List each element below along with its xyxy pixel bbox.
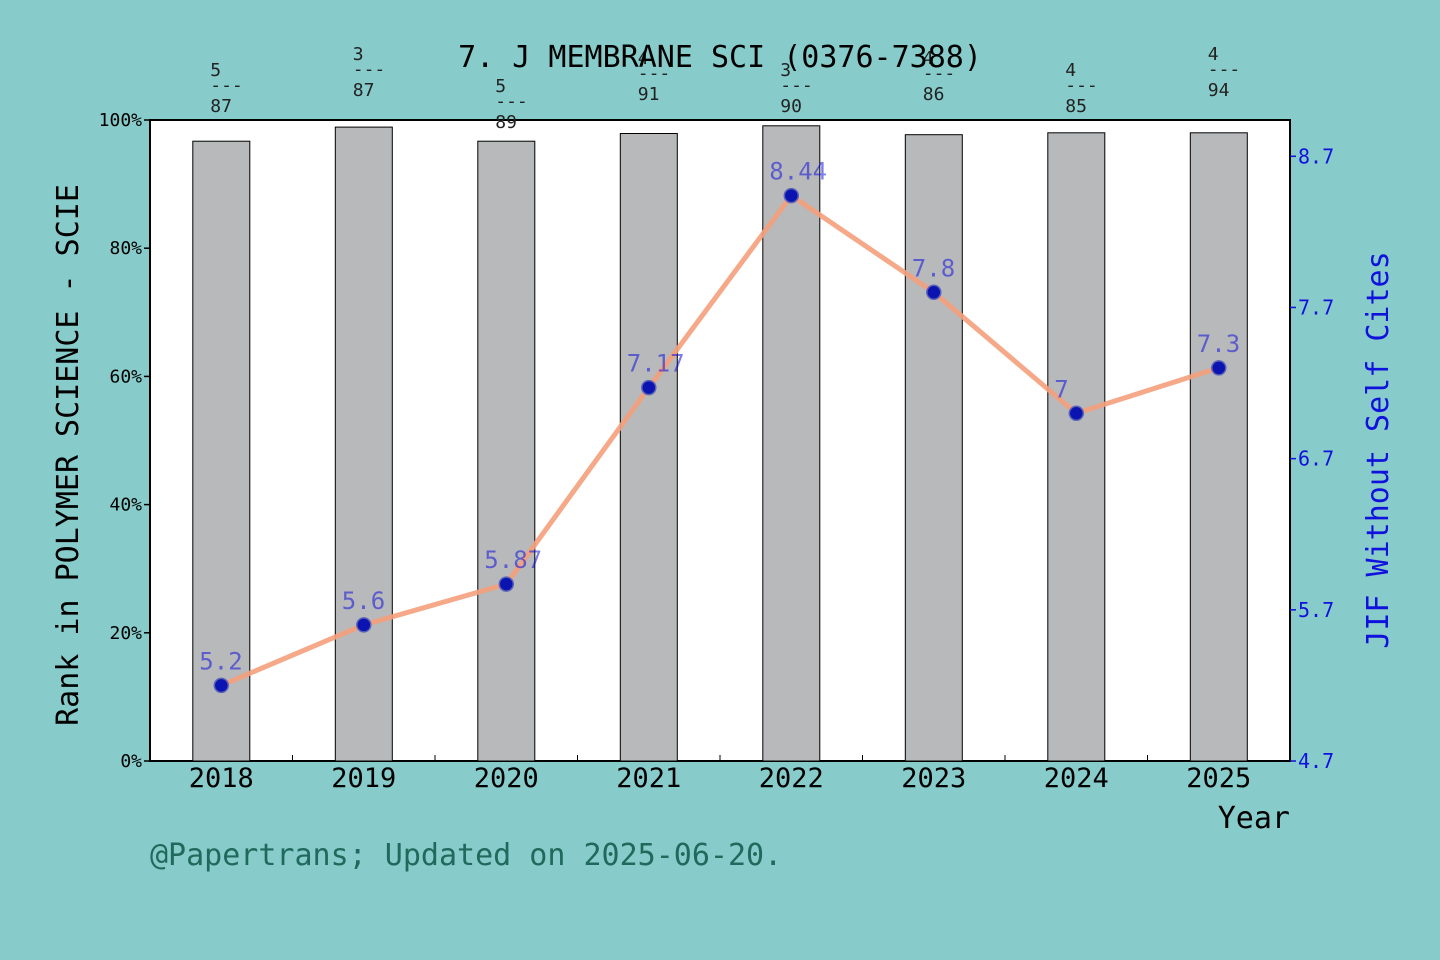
x-tick-label: 2023	[901, 763, 966, 794]
rank-label-total: 91	[638, 84, 660, 105]
line-point	[498, 576, 515, 592]
x-tick-label: 2022	[759, 763, 824, 794]
line-layer	[213, 187, 1227, 694]
line-point	[356, 617, 372, 633]
rank-label-rank: 4	[638, 48, 649, 69]
bars-layer	[192, 125, 1248, 762]
labels-layer: 5.25.65.877.178.447.877.35---873---87 5--…	[199, 44, 1240, 675]
rank-label-sep: ---	[923, 63, 956, 84]
rank-label-rank: 5	[210, 60, 221, 81]
rank-label-sep: ---	[495, 91, 528, 112]
rank-label-rank: 4	[923, 48, 934, 69]
rank-label-total: 87	[353, 80, 375, 101]
chart-title: 7. J MEMBRANE SCI (0376-7388)	[458, 40, 982, 75]
y-right-tick-label: 8.7	[1298, 144, 1334, 168]
data-label: 7	[1054, 375, 1068, 403]
line-point	[213, 677, 230, 694]
data-label: 7.17	[627, 350, 685, 378]
line-point	[1211, 360, 1227, 376]
y-left-tick-label: 0%	[120, 751, 142, 772]
rank-label-sep: ---	[780, 75, 813, 96]
data-label: 5.87	[484, 546, 542, 574]
line-point	[641, 379, 657, 396]
series-line	[220, 193, 1220, 688]
plot-area	[149, 119, 1291, 762]
rank-label-rank: 5	[495, 76, 506, 97]
line-point	[1068, 405, 1085, 422]
rank-label-sep: ---	[1065, 75, 1098, 96]
x-tick-label: 2024	[1044, 763, 1109, 794]
bar	[192, 140, 251, 762]
x-tick-label: 2020	[474, 763, 539, 794]
x-tick-label: 2019	[331, 763, 396, 794]
rank-label-rank: 4	[1208, 44, 1219, 65]
x-tick-label: 2025	[1186, 763, 1251, 794]
rank-label-rank: 4	[1065, 60, 1076, 81]
y-left-tick-label: 40%	[109, 495, 142, 516]
y-axis-right-label: JIF Without Self Cites	[1361, 251, 1396, 648]
rank-label-total: 85	[1065, 96, 1087, 117]
rank-label-rank: 3	[780, 60, 791, 81]
y-left-tick-label: 60%	[109, 366, 142, 387]
bar	[904, 134, 963, 762]
rank-label-total: 86	[923, 84, 945, 105]
y-right-tick-label: 5.7	[1298, 598, 1334, 622]
bar	[619, 133, 678, 762]
data-label: 8.44	[769, 158, 827, 186]
rank-label-total: 89	[495, 112, 517, 133]
rank-label-total: 90	[780, 96, 802, 117]
rank-label-sep: ---	[353, 59, 386, 80]
y-right-tick-label: 6.7	[1298, 447, 1334, 471]
rank-label-sep: ---	[638, 63, 671, 84]
bar	[1189, 132, 1248, 762]
bar	[762, 125, 821, 762]
rank-label-sep: ---	[210, 75, 243, 96]
rank-label-rank: 3	[353, 44, 364, 65]
bar	[334, 126, 393, 762]
data-label: 7.8	[912, 254, 955, 282]
axes-layer: 0% 20% 40% 60% 80% 100% 4.7 5.7 6.7 7.7 8.7 2018 201…	[99, 110, 1334, 794]
y-left-tick-label: 80%	[109, 238, 142, 259]
data-label: 5.2	[199, 647, 242, 675]
footer-credit: @Papertrans; Updated on 2025-06-20.	[150, 838, 782, 873]
x-tick-label: 2018	[189, 763, 254, 794]
y-left-tick-label: 20%	[109, 623, 142, 644]
line-point	[926, 284, 942, 301]
rank-label-total: 94	[1208, 80, 1230, 101]
line-point	[783, 187, 800, 204]
y-axis-left-label: Rank in POLYMER SCIENCE - SCIE	[51, 184, 86, 726]
data-label: 5.6	[342, 587, 385, 615]
rank-label-sep: ---	[1208, 59, 1241, 80]
y-left-tick-label: 100%	[99, 110, 143, 131]
y-right-tick-label: 4.7	[1298, 749, 1334, 773]
rank-label-total: 87	[210, 96, 232, 117]
bar	[477, 140, 536, 762]
x-axis-label: Year	[1218, 801, 1290, 836]
bar	[1047, 132, 1106, 762]
x-tick-label: 2021	[616, 763, 681, 794]
data-label: 7.3	[1197, 330, 1240, 358]
y-right-tick-label: 7.7	[1298, 295, 1334, 319]
